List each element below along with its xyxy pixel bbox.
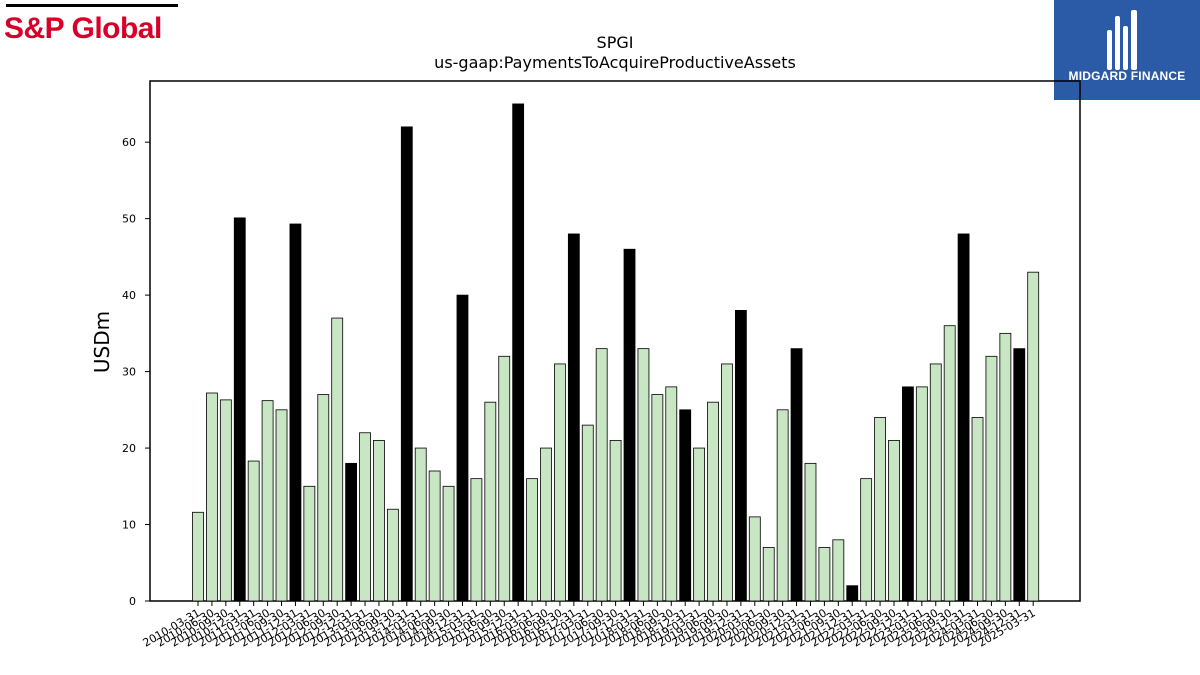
bar-2023-06-30 <box>929 363 942 602</box>
midgard-finance-logo: MIDGARD FINANCE <box>1054 0 1200 100</box>
bar-2015-12-31 <box>512 103 525 602</box>
bar-2025-03-31 <box>1027 271 1040 602</box>
bar-2012-09-30 <box>331 317 344 602</box>
bar-2023-09-30 <box>943 325 956 602</box>
bar-2010-12-31 <box>233 217 246 602</box>
midgard-monogram-icon <box>1107 10 1137 70</box>
bar-2011-12-31 <box>289 223 302 602</box>
bar-2017-12-31 <box>623 248 636 602</box>
bar-2012-12-31 <box>345 462 358 602</box>
bar-2021-03-31 <box>804 462 817 602</box>
y-tick-label: 40 <box>122 289 136 302</box>
bar-2022-03-31 <box>860 478 873 602</box>
bar-2019-06-30 <box>707 401 719 602</box>
bar-2024-06-30 <box>985 355 998 602</box>
y-axis: 0 10 20 30 40 50 60 <box>122 136 150 608</box>
bars-group <box>192 103 1040 602</box>
logo-rule <box>6 4 178 7</box>
bar-2021-12-31 <box>846 585 859 602</box>
y-axis-label: USDm <box>90 311 114 373</box>
bar-2024-03-31 <box>971 417 984 602</box>
bar-2016-09-30 <box>554 363 566 602</box>
bar-2019-03-31 <box>693 447 706 602</box>
bar-2012-06-30 <box>317 394 330 602</box>
bar-2013-12-31 <box>400 126 413 602</box>
bar-2021-06-30 <box>818 547 831 602</box>
bar-2013-03-31 <box>359 432 371 602</box>
y-tick-label: 60 <box>122 136 136 149</box>
bar-2017-03-31 <box>581 424 594 602</box>
bar-2020-09-30 <box>776 409 789 602</box>
bar-2012-03-31 <box>303 485 316 602</box>
bar-2018-06-30 <box>651 394 664 602</box>
y-tick-label: 20 <box>122 442 136 455</box>
bar-2019-12-31 <box>734 310 747 602</box>
bar-2016-03-31 <box>526 478 538 602</box>
y-tick-label: 0 <box>129 595 136 608</box>
bar-2017-09-30 <box>609 440 622 602</box>
bar-2022-06-30 <box>874 417 886 602</box>
chart-title: SPGI <box>597 33 634 52</box>
bar-2015-06-30 <box>484 401 497 602</box>
bar-2017-06-30 <box>595 348 608 602</box>
bar-2022-09-30 <box>888 440 900 602</box>
bar-2020-03-31 <box>748 516 761 602</box>
bar-2010-06-30 <box>206 392 218 602</box>
x-axis: 2010-03-312010-06-302010-09-302010-12-31… <box>141 601 1038 650</box>
bar-2016-06-30 <box>540 447 552 602</box>
bar-2016-12-31 <box>567 233 580 602</box>
bar-2024-12-31 <box>1013 348 1026 602</box>
bar-2018-03-31 <box>637 348 650 602</box>
bar-2019-09-30 <box>721 363 733 602</box>
y-tick-label: 10 <box>122 519 136 532</box>
bar-2014-03-31 <box>414 447 427 602</box>
bar-2024-09-30 <box>999 332 1012 602</box>
bar-2013-06-30 <box>373 440 385 602</box>
bar-2023-03-31 <box>915 386 928 602</box>
bar-2021-09-30 <box>832 539 845 602</box>
y-tick-label: 50 <box>122 213 136 226</box>
bar-2013-09-30 <box>386 508 399 602</box>
bar-2020-06-30 <box>762 547 775 602</box>
midgard-finance-logo-text: MIDGARD FINANCE <box>1068 69 1186 83</box>
bar-2010-03-31 <box>192 511 204 602</box>
bar-2010-09-30 <box>219 399 232 602</box>
bar-2018-12-31 <box>679 409 692 602</box>
bar-2015-03-31 <box>470 478 483 602</box>
bar-2014-06-30 <box>428 470 441 602</box>
chart-subtitle: us-gaap:PaymentsToAcquireProductiveAsset… <box>434 53 796 72</box>
bar-2014-12-31 <box>456 294 469 602</box>
bar-2011-09-30 <box>275 409 288 602</box>
bar-2022-12-31 <box>902 386 914 602</box>
bar-2011-03-31 <box>247 460 260 602</box>
bar-2020-12-31 <box>790 348 803 602</box>
bar-2014-09-30 <box>442 485 455 602</box>
bar-2015-09-30 <box>498 355 511 602</box>
bar-2011-06-30 <box>261 400 274 602</box>
y-tick-label: 30 <box>122 366 136 379</box>
bar-2018-09-30 <box>665 386 678 602</box>
bar-2023-12-31 <box>957 233 970 602</box>
sp-global-logo: S&P Global <box>4 4 180 46</box>
sp-global-logo-text: S&P Global <box>4 12 162 45</box>
